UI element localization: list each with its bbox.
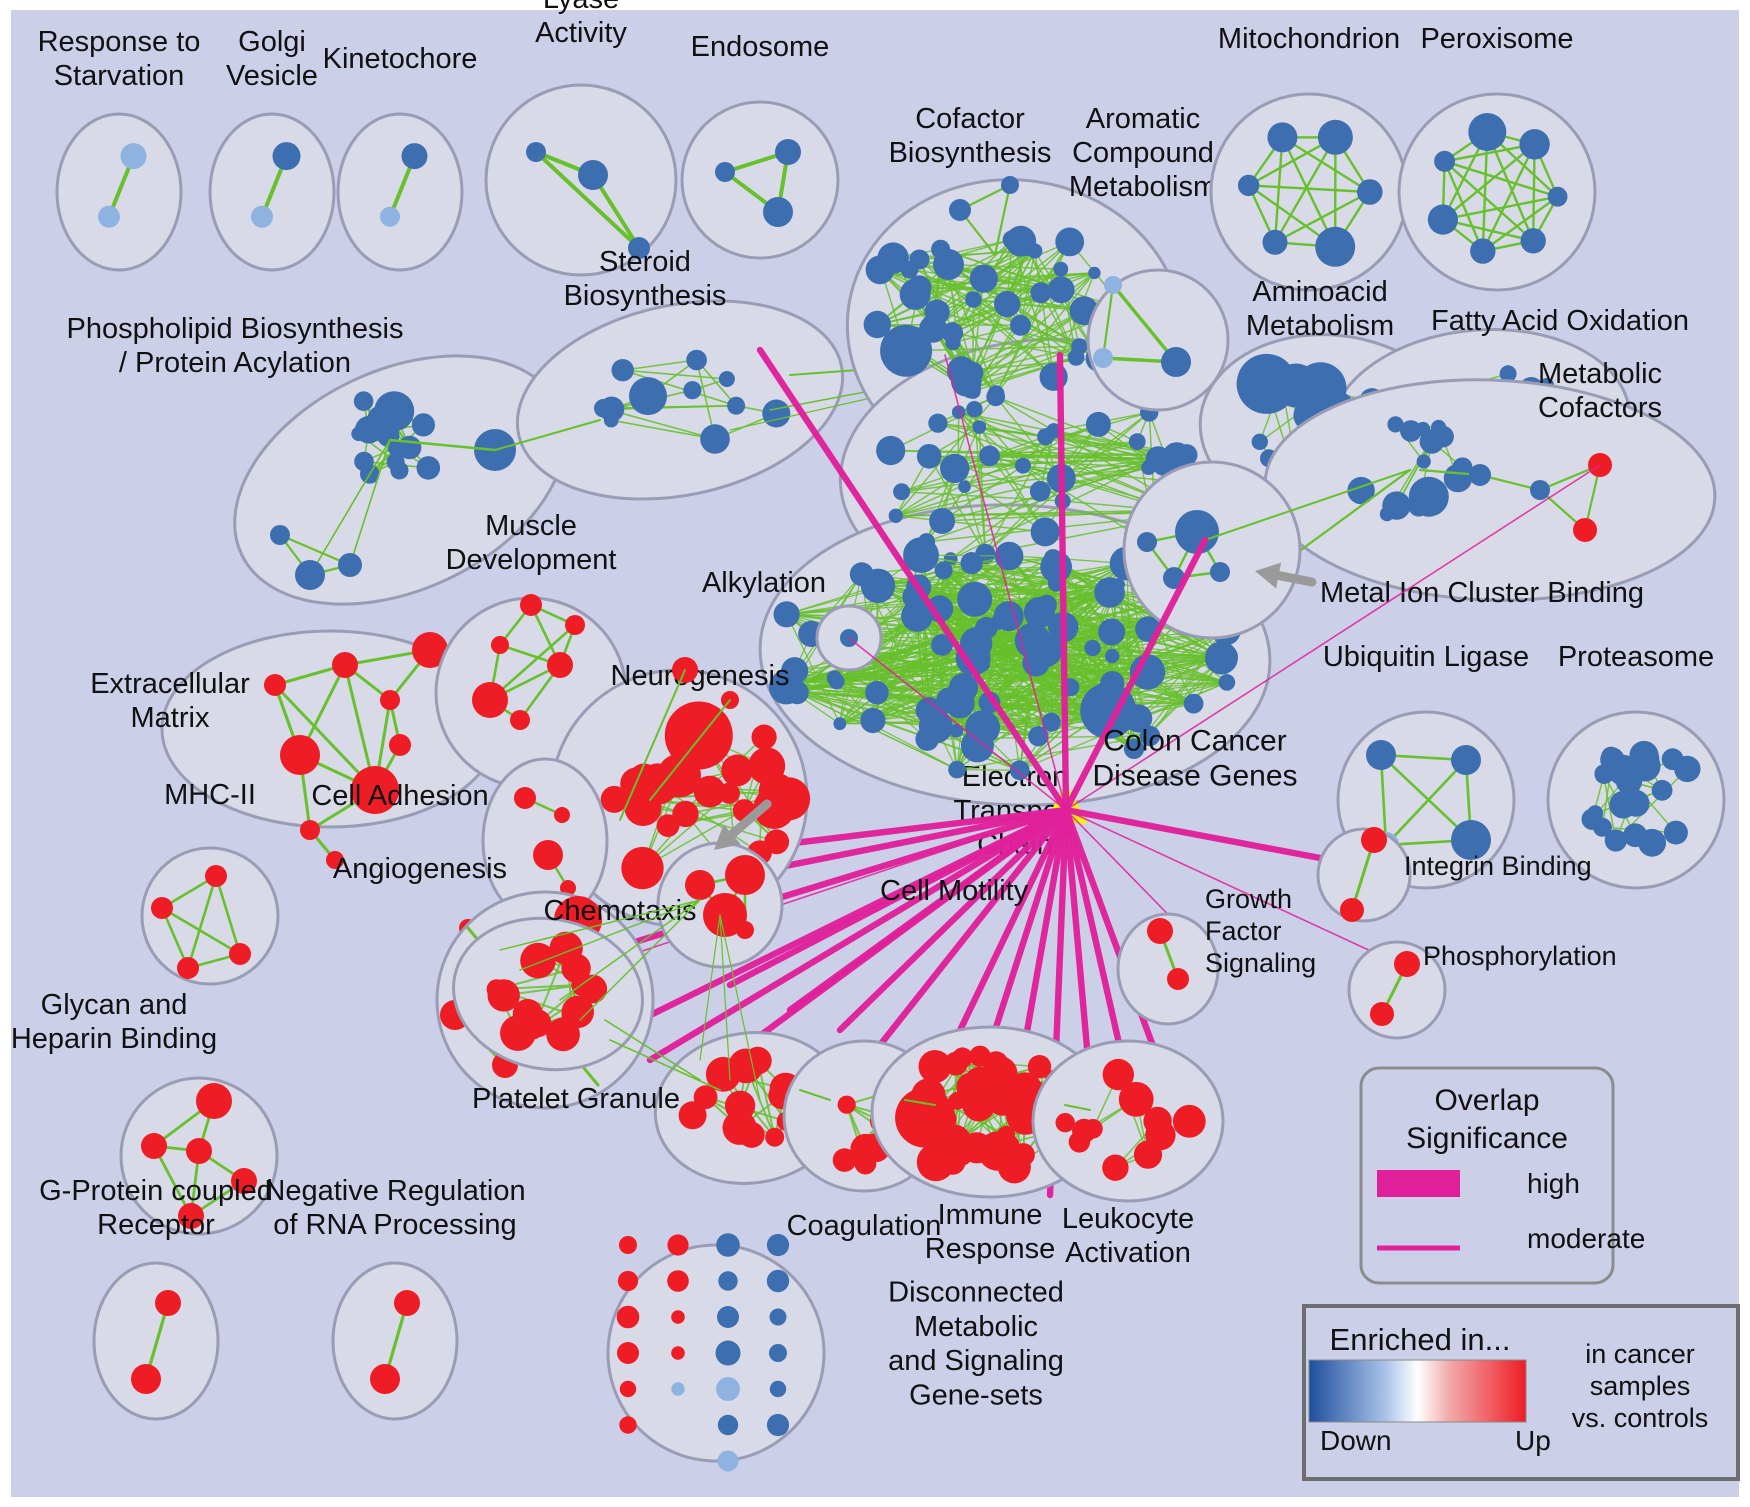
svg-text:Heparin Binding: Heparin Binding: [11, 1023, 217, 1055]
svg-text:Phospholipid Biosynthesis: Phospholipid Biosynthesis: [67, 313, 404, 345]
svg-text:Starvation: Starvation: [54, 60, 185, 92]
svg-text:Metabolism: Metabolism: [1246, 310, 1394, 342]
svg-text:MHC-II: MHC-II: [164, 779, 256, 811]
svg-text:Enriched in...: Enriched in...: [1330, 1322, 1511, 1357]
svg-text:Aromatic: Aromatic: [1086, 103, 1200, 135]
svg-text:Gene-sets: Gene-sets: [909, 1379, 1043, 1411]
svg-text:Aminoacid: Aminoacid: [1252, 276, 1387, 308]
svg-text:Cofactors: Cofactors: [1538, 392, 1662, 424]
svg-text:Neurogenesis: Neurogenesis: [611, 660, 790, 692]
svg-text:Muscle: Muscle: [485, 510, 577, 542]
svg-text:Matrix: Matrix: [131, 702, 210, 734]
svg-text:Extracellular: Extracellular: [90, 668, 250, 700]
svg-text:/ Protein Acylation: / Protein Acylation: [119, 347, 351, 379]
svg-text:Alkylation: Alkylation: [702, 567, 826, 599]
svg-text:Peroxisome: Peroxisome: [1420, 23, 1573, 55]
svg-text:Signaling: Signaling: [1205, 948, 1316, 978]
svg-text:Response to: Response to: [38, 26, 201, 58]
svg-text:samples: samples: [1590, 1371, 1691, 1401]
svg-text:Biosynthesis: Biosynthesis: [889, 137, 1052, 169]
svg-text:and Signaling: and Signaling: [888, 1345, 1064, 1377]
svg-text:Metal Ion Cluster Binding: Metal Ion Cluster Binding: [1320, 577, 1644, 609]
svg-text:of RNA Processing: of RNA Processing: [273, 1209, 516, 1241]
svg-text:Factor: Factor: [1205, 916, 1282, 946]
svg-text:Up: Up: [1515, 1425, 1551, 1456]
svg-text:Disease Genes: Disease Genes: [1092, 760, 1297, 793]
svg-text:Vesicle: Vesicle: [226, 60, 318, 92]
svg-text:Immune: Immune: [938, 1199, 1043, 1231]
svg-text:Biosynthesis: Biosynthesis: [564, 280, 727, 312]
svg-text:Integrin Binding: Integrin Binding: [1404, 851, 1592, 881]
svg-text:Growth: Growth: [1205, 884, 1292, 914]
svg-text:Ubiquitin Ligase: Ubiquitin Ligase: [1323, 641, 1529, 673]
svg-text:Down: Down: [1320, 1425, 1392, 1456]
svg-text:moderate: moderate: [1527, 1223, 1645, 1254]
svg-text:Response: Response: [925, 1233, 1056, 1265]
svg-text:Activity: Activity: [535, 17, 627, 49]
svg-text:Compound: Compound: [1072, 137, 1214, 169]
svg-text:Angiogenesis: Angiogenesis: [333, 853, 507, 885]
svg-text:Negative Regulation: Negative Regulation: [264, 1175, 525, 1207]
svg-text:Coagulation: Coagulation: [787, 1210, 942, 1242]
svg-text:G-Protein coupled: G-Protein coupled: [39, 1175, 273, 1207]
svg-text:Receptor: Receptor: [97, 1209, 215, 1241]
svg-text:Golgi: Golgi: [238, 26, 306, 58]
svg-text:Platelet Granule: Platelet Granule: [472, 1083, 680, 1115]
svg-text:Fatty Acid Oxidation: Fatty Acid Oxidation: [1431, 305, 1689, 337]
svg-text:Disconnected: Disconnected: [888, 1277, 1064, 1309]
svg-text:Development: Development: [446, 544, 617, 576]
svg-text:Mitochondrion: Mitochondrion: [1218, 23, 1400, 55]
svg-text:Cell Adhesion: Cell Adhesion: [311, 780, 488, 812]
svg-text:high: high: [1527, 1168, 1580, 1199]
svg-text:Leukocyte: Leukocyte: [1062, 1203, 1194, 1235]
svg-text:Metabolism: Metabolism: [1069, 171, 1217, 203]
svg-text:Steroid: Steroid: [599, 246, 691, 278]
svg-text:Kinetochore: Kinetochore: [323, 43, 478, 75]
svg-text:in cancer: in cancer: [1585, 1339, 1695, 1369]
svg-text:Phosphorylation: Phosphorylation: [1423, 941, 1617, 971]
svg-text:Cell Motility: Cell Motility: [880, 875, 1029, 907]
svg-text:Proteasome: Proteasome: [1558, 641, 1714, 673]
svg-text:vs. controls: vs. controls: [1572, 1403, 1709, 1433]
svg-text:Glycan and: Glycan and: [41, 989, 188, 1021]
svg-text:Significance: Significance: [1406, 1122, 1568, 1155]
svg-text:Colon Cancer: Colon Cancer: [1103, 724, 1286, 757]
svg-text:Endosome: Endosome: [691, 31, 830, 63]
svg-text:Cofactor: Cofactor: [915, 103, 1025, 135]
svg-text:Lyase: Lyase: [543, 0, 619, 15]
svg-text:Activation: Activation: [1065, 1237, 1191, 1269]
svg-text:Metabolic: Metabolic: [914, 1311, 1038, 1343]
svg-text:Metabolic: Metabolic: [1538, 358, 1662, 390]
svg-text:Overlap: Overlap: [1434, 1084, 1539, 1117]
